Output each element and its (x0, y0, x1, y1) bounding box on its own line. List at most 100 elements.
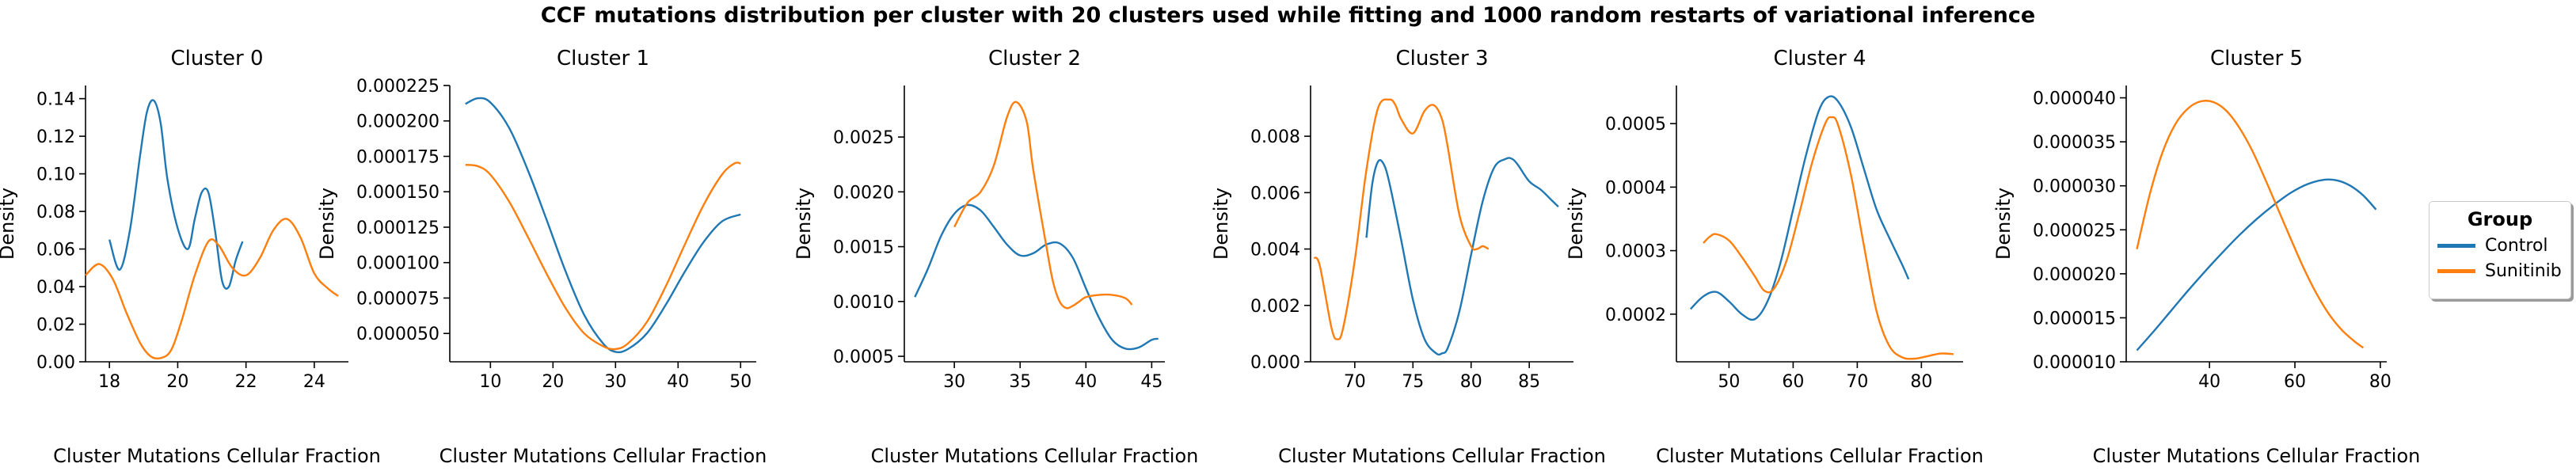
y-tick-label: 0.000030 (2033, 177, 2116, 197)
y-axis-label: Density (0, 188, 18, 260)
y-tick-label: 0.000010 (2033, 353, 2116, 373)
figure-title: CCF mutations distribution per cluster w… (540, 3, 2036, 28)
y-tick-label: 0.0004 (1605, 178, 1666, 198)
y-tick-label: 0.0025 (833, 128, 894, 148)
x-tick-label: 80 (2369, 372, 2391, 392)
x-tick-label: 30 (604, 372, 626, 392)
x-tick-label: 60 (1782, 372, 1804, 392)
x-axis-label: Cluster Mutations Cellular Fraction (871, 445, 1199, 467)
legend: Group Control Sunitinib (2429, 201, 2571, 299)
x-tick-label: 50 (1718, 372, 1740, 392)
y-axis-label: Density (1565, 188, 1587, 260)
y-axis-label: Density (1210, 188, 1232, 260)
legend-label-sunitinib: Sunitinib (2485, 260, 2562, 281)
y-tick-label: 0.004 (1250, 241, 1300, 260)
x-tick-label: 35 (1009, 372, 1031, 392)
y-tick-label: 0.0002 (1605, 306, 1666, 325)
series-line-sunitinib (465, 162, 741, 351)
x-tick-label: 18 (98, 372, 120, 392)
y-tick-label: 0.12 (36, 127, 75, 147)
series-line-control (914, 203, 1159, 351)
x-tick-label: 60 (2284, 372, 2306, 392)
y-tick-label: 0.000020 (2033, 265, 2116, 285)
y-tick-label: 0.000050 (356, 325, 439, 344)
x-axis-label: Cluster Mutations Cellular Fraction (2093, 445, 2421, 467)
y-axis-label: Density (793, 188, 815, 260)
y-tick-label: 0.000100 (356, 254, 439, 274)
legend-title: Group (2467, 208, 2533, 230)
panel-title: Cluster 1 (557, 47, 649, 70)
y-tick-label: 0.06 (36, 241, 75, 260)
x-tick-label: 24 (303, 372, 325, 392)
y-tick-label: 0.000 (1250, 353, 1300, 373)
panel-title: Cluster 3 (1395, 47, 1488, 70)
x-tick-label: 40 (1075, 372, 1097, 392)
x-tick-label: 10 (479, 372, 501, 392)
y-tick-label: 0.0020 (833, 183, 894, 203)
series-line-sunitinib (2136, 100, 2365, 349)
x-tick-label: 70 (1846, 372, 1868, 392)
series-line-sunitinib (1703, 116, 1954, 360)
panel-title: Cluster 0 (170, 47, 263, 70)
x-tick-label: 50 (729, 372, 751, 392)
y-tick-label: 0.000035 (2033, 133, 2116, 153)
y-tick-label: 0.000175 (356, 147, 439, 167)
y-tick-label: 0.10 (36, 165, 75, 185)
x-axis-label: Cluster Mutations Cellular Fraction (1278, 445, 1606, 467)
y-tick-label: 0.000125 (356, 218, 439, 238)
x-tick-label: 45 (1140, 372, 1162, 392)
x-tick-label: 80 (1910, 372, 1932, 392)
y-axis-label: Density (316, 188, 338, 260)
series-line-control (108, 99, 244, 290)
x-tick-label: 75 (1402, 372, 1424, 392)
y-tick-label: 0.000025 (2033, 221, 2116, 241)
y-tick-label: 0.0005 (833, 348, 894, 367)
series-line-control (1689, 95, 1910, 321)
x-axis-label: Cluster Mutations Cellular Fraction (53, 445, 381, 467)
legend-entry-sunitinib: Sunitinib (2437, 260, 2570, 281)
x-tick-label: 30 (943, 372, 965, 392)
y-tick-label: 0.008 (1250, 127, 1300, 147)
series-line-control (1365, 157, 1559, 356)
panel-title: Cluster 5 (2210, 47, 2303, 70)
x-tick-label: 70 (1344, 372, 1366, 392)
legend-entry-control: Control (2437, 235, 2570, 256)
legend-label-control: Control (2485, 235, 2548, 256)
y-tick-label: 0.000225 (356, 77, 439, 97)
x-tick-label: 85 (1518, 372, 1540, 392)
y-tick-label: 0.006 (1250, 184, 1300, 203)
panel-cluster-4: Cluster 4 50 60 70 80 0.0002 0.0003 0.0004 0.000… (1565, 47, 1984, 467)
x-tick-label: 40 (667, 372, 689, 392)
panel-cluster-5: Cluster 5 40 60 80 0.000010 0.000015 0.000020 0… (1992, 47, 2420, 467)
y-tick-label: 0.002 (1250, 297, 1300, 317)
series-line-control (2136, 178, 2377, 352)
y-tick-label: 0.000040 (2033, 89, 2116, 109)
y-tick-label: 0.0003 (1605, 242, 1666, 262)
y-tick-label: 0.0010 (833, 293, 894, 313)
panel-cluster-0: Cluster 0 18 20 22 24 0.00 0.02 0.04 0.06 0.08 0.1… (0, 47, 381, 467)
series-line-sunitinib (953, 101, 1133, 310)
y-tick-label: 0.000015 (2033, 309, 2116, 329)
y-tick-label: 0.0005 (1605, 115, 1666, 135)
x-tick-label: 40 (2198, 372, 2220, 392)
x-axis-label: Cluster Mutations Cellular Fraction (1656, 445, 1984, 467)
y-tick-label: 0.00 (36, 353, 75, 373)
x-tick-label: 80 (1460, 372, 1482, 392)
y-axis-label: Density (1992, 188, 2015, 260)
legend-swatch-control (2437, 243, 2475, 248)
y-tick-label: 0.000200 (356, 112, 439, 132)
series-line-control (465, 97, 741, 354)
y-tick-label: 0.02 (36, 316, 75, 336)
x-axis-label: Cluster Mutations Cellular Fraction (439, 445, 767, 467)
y-tick-label: 0.08 (36, 203, 75, 222)
series-line-sunitinib (1313, 98, 1490, 340)
x-tick-label: 20 (542, 372, 564, 392)
y-tick-label: 0.000075 (356, 289, 439, 309)
series-line-sunitinib (85, 218, 339, 360)
legend-swatch-sunitinib (2437, 268, 2475, 273)
panel-cluster-3: Cluster 3 70 75 80 85 0.000 0.002 0.004 0.006 0.0… (1210, 47, 1606, 467)
y-tick-label: 0.04 (36, 278, 75, 298)
y-tick-label: 0.14 (36, 90, 75, 110)
